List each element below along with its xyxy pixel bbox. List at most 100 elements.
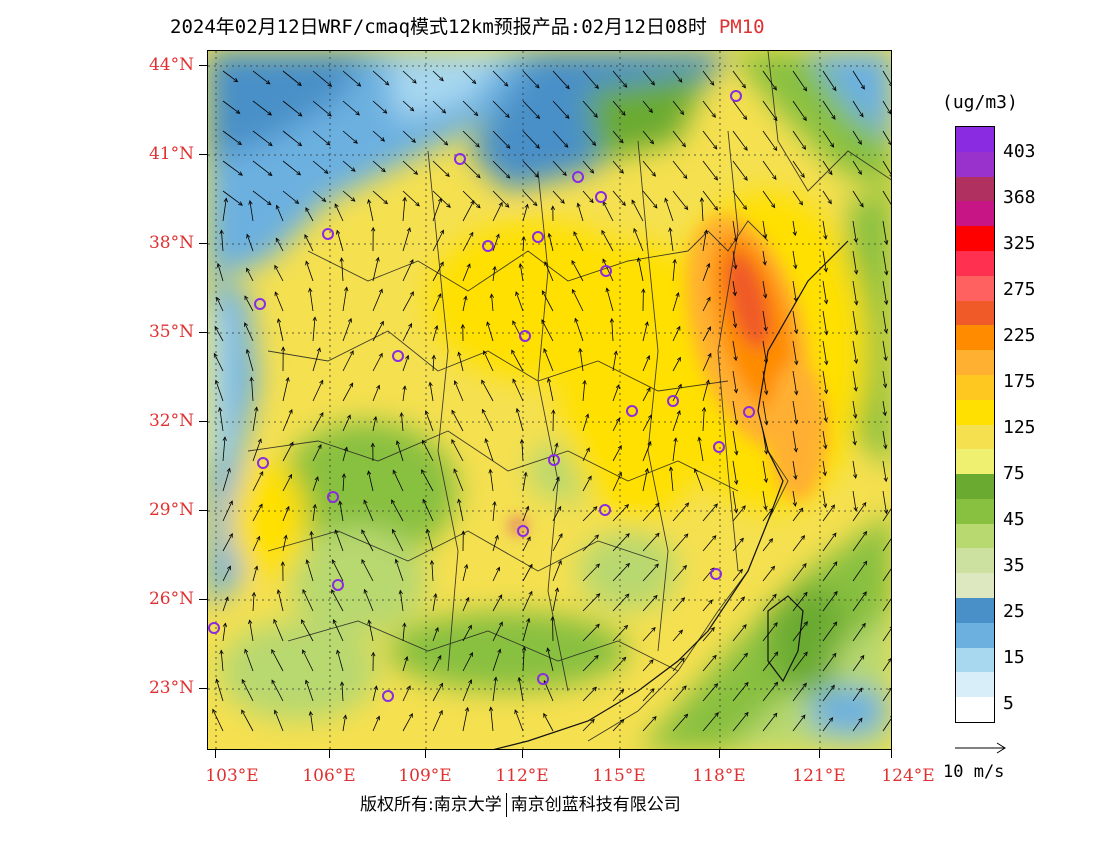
wind-vector <box>822 310 828 335</box>
wind-vector <box>282 409 293 432</box>
wind-vector-head <box>285 376 290 382</box>
wind-vector <box>882 508 891 522</box>
wind-vector-head <box>823 389 829 395</box>
wind-vector <box>432 262 444 282</box>
wind-vector <box>552 616 554 642</box>
wind-vector-head <box>428 381 433 387</box>
wind-vector <box>762 460 767 483</box>
wind-vector <box>792 430 797 452</box>
wind-vector-head <box>551 409 556 414</box>
wind-vector <box>882 280 888 305</box>
wind-vector-head <box>773 622 778 627</box>
wind-vector <box>492 622 503 642</box>
wind-vector-head <box>853 506 858 512</box>
wind-vector-head <box>793 419 799 425</box>
wind-vector <box>282 130 302 147</box>
wind-vector-head <box>824 360 829 366</box>
colorbar-cell <box>956 449 994 475</box>
wind-vector <box>402 386 406 402</box>
wind-reference-label: 10 m/s <box>943 762 1005 782</box>
wind-vector <box>522 190 538 206</box>
wind-vector-head <box>503 82 509 87</box>
wind-vector-head <box>701 406 707 412</box>
wind-vector <box>431 560 434 582</box>
wind-vector-head <box>773 651 779 657</box>
wind-vector-head <box>853 238 858 243</box>
wind-vector-head <box>249 376 254 382</box>
wind-vector <box>762 682 778 702</box>
wind-vector-head <box>254 406 259 412</box>
wind-vector <box>512 320 524 342</box>
wind-vector <box>462 263 471 282</box>
wind-vector-head <box>609 317 615 323</box>
lon-tick <box>329 750 330 758</box>
wind-vector <box>852 531 867 552</box>
wind-vector <box>252 130 273 146</box>
wind-vector-head <box>554 587 560 593</box>
wind-vector <box>882 460 887 482</box>
wind-vector-head <box>733 508 739 514</box>
wind-vector <box>451 439 464 462</box>
wind-vector <box>882 70 891 85</box>
wind-vector <box>310 531 314 552</box>
wind-vector-head <box>274 291 279 297</box>
wind-vector <box>792 621 808 642</box>
wind-vector-head <box>733 264 738 270</box>
wind-vector <box>522 160 539 178</box>
wind-vector-head <box>319 379 324 385</box>
wind-vector-head <box>319 412 324 417</box>
wind-vector <box>642 414 652 432</box>
wind-vector-head <box>526 617 531 623</box>
wind-vector <box>672 326 681 342</box>
wind-vector <box>882 250 888 275</box>
wind-vector-head <box>226 565 231 571</box>
wind-vector-head <box>644 321 649 326</box>
wind-vector-head <box>244 295 249 301</box>
wind-vector-head <box>254 565 259 571</box>
wind-vector-head <box>798 200 803 206</box>
wind-vector <box>342 383 354 402</box>
wind-vector <box>216 297 224 312</box>
wind-vector-head <box>535 144 540 149</box>
wind-vector <box>491 294 494 312</box>
wind-vector <box>241 679 254 702</box>
wind-vector-head <box>852 440 857 446</box>
wind-vector-head <box>546 377 552 383</box>
wind-vector-head <box>224 596 229 602</box>
wind-vector <box>552 190 565 204</box>
wind-vector-head <box>680 597 686 602</box>
wind-vector-head <box>288 408 293 414</box>
wind-vector-head <box>451 439 456 444</box>
wind-vector-head <box>237 140 243 146</box>
wind-vector-head <box>763 449 769 455</box>
wind-vector-head <box>677 383 682 389</box>
wind-vector <box>363 500 374 522</box>
wind-vector-head <box>889 626 891 629</box>
wind-vector-head <box>363 499 368 505</box>
wind-vector <box>249 200 254 222</box>
wind-vector-head <box>338 500 343 506</box>
wind-vector <box>342 70 361 87</box>
wind-vector <box>462 707 469 732</box>
wind-vector-head <box>676 356 681 362</box>
wind-vector-head <box>768 538 774 543</box>
wind-vector-head <box>622 83 628 88</box>
wind-vector-head <box>439 76 444 82</box>
wind-vector-head <box>803 651 808 657</box>
wind-vector-head <box>833 561 838 566</box>
wind-vector <box>252 471 264 492</box>
wind-vector <box>462 564 468 582</box>
wind-vector <box>372 686 377 702</box>
wind-vector-head <box>344 286 349 292</box>
wind-vector <box>702 190 718 211</box>
wind-vector <box>282 377 289 402</box>
wind-vector <box>792 400 797 424</box>
wind-vector-head <box>305 260 310 266</box>
wind-vector-head <box>564 114 570 119</box>
wind-vector <box>342 160 356 172</box>
city-marker <box>517 525 529 537</box>
wind-vector-head <box>276 318 282 323</box>
wind-vector <box>492 130 511 149</box>
city-marker <box>600 265 612 277</box>
wind-vector <box>274 291 284 312</box>
